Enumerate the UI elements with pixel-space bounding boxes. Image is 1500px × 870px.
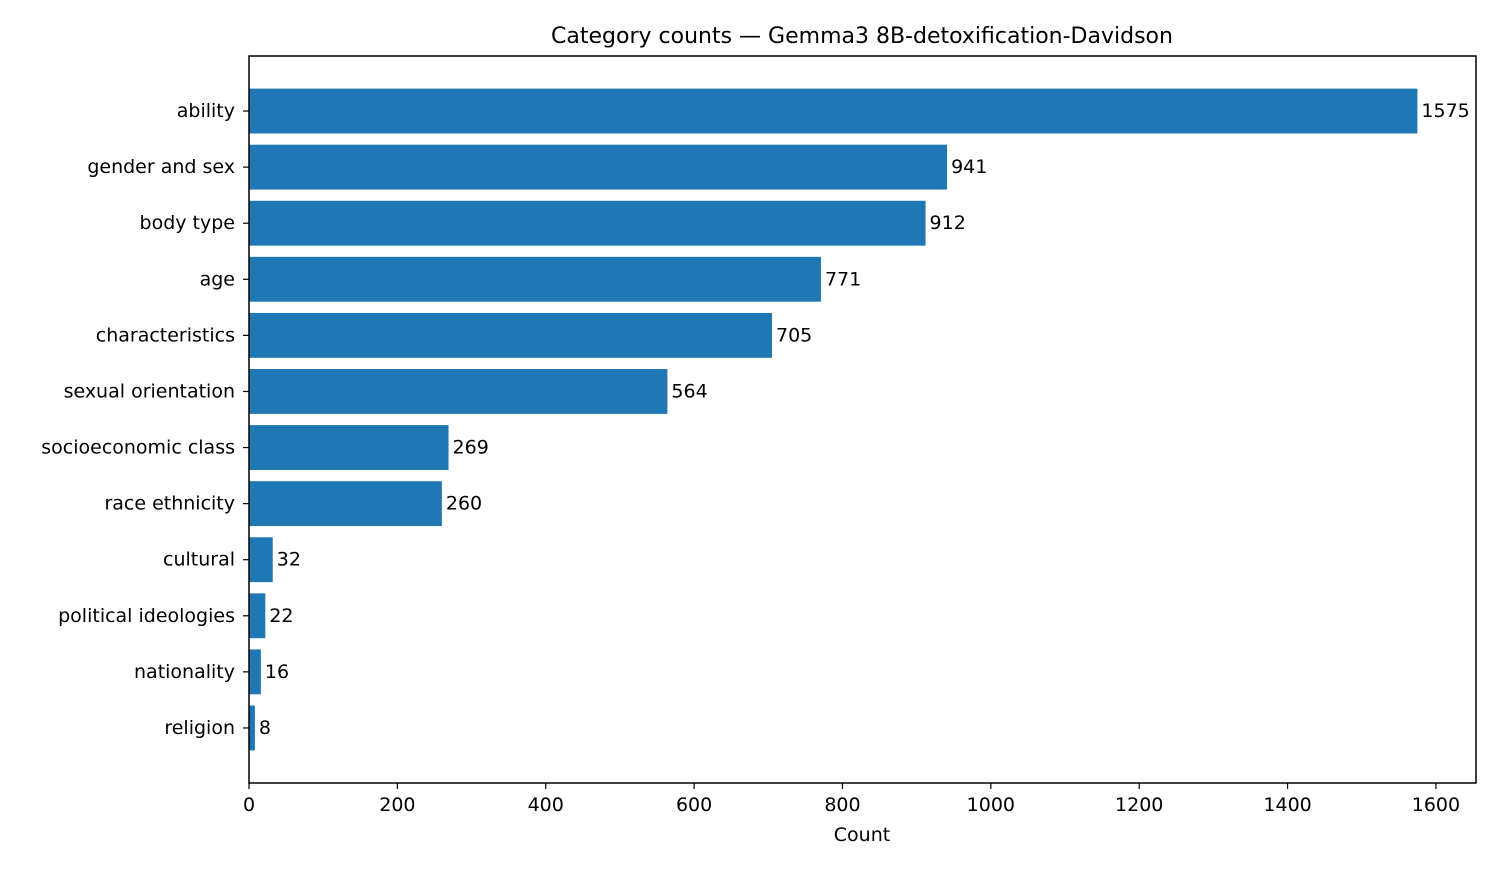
y-tick-label-political-ideologies: political ideologies xyxy=(58,605,235,627)
y-tick-label-nationality: nationality xyxy=(134,661,235,683)
data-label-gender-and-sex: 941 xyxy=(951,156,987,178)
bar-characteristics xyxy=(249,312,772,358)
x-axis-label: Count xyxy=(834,824,890,846)
data-label-political-ideologies: 22 xyxy=(269,605,293,627)
x-axis: 0 200 400 600 800 1000 1200 1400 1600 xyxy=(243,783,1460,816)
bar-political-ideologies xyxy=(249,593,266,639)
bar-sexual-orientation xyxy=(249,369,668,414)
bar-age xyxy=(249,256,821,302)
data-labels-layer: 1575 941 912 771 705 564 269 260 32 22 16 8 xyxy=(259,100,1470,739)
bar-ability xyxy=(249,88,1418,134)
y-tick-label-sexual-orientation: sexual orientation xyxy=(64,380,235,402)
y-tick-label-body-type: body type xyxy=(140,212,235,234)
plot-frame xyxy=(248,55,1477,784)
y-tick-label-cultural: cultural xyxy=(163,549,235,571)
x-tick-label-1600: 1600 xyxy=(1412,794,1460,816)
x-tick-label-1000: 1000 xyxy=(967,794,1015,816)
y-tick-label-age: age xyxy=(200,268,235,290)
x-tick-label-800: 800 xyxy=(824,794,860,816)
data-label-characteristics: 705 xyxy=(776,324,812,346)
bar-nationality xyxy=(249,649,261,695)
data-label-race-ethnicity: 260 xyxy=(446,493,482,515)
data-label-nationality: 16 xyxy=(265,661,289,683)
x-tick-label-1200: 1200 xyxy=(1115,794,1163,816)
y-tick-label-characteristics: characteristics xyxy=(96,324,235,346)
x-tick-label-1400: 1400 xyxy=(1263,794,1311,816)
bar-gender-and-sex xyxy=(249,144,948,190)
data-label-ability: 1575 xyxy=(1421,100,1469,122)
bar-cultural xyxy=(249,537,273,583)
chart-title: Category counts — Gemma3 8B-detoxificati… xyxy=(551,24,1173,49)
data-label-sexual-orientation: 564 xyxy=(671,380,707,402)
x-tick-label-200: 200 xyxy=(379,794,415,816)
bar-race-ethnicity xyxy=(249,481,442,527)
y-tick-label-gender-and-sex: gender and sex xyxy=(87,156,235,178)
x-tick-label-600: 600 xyxy=(676,794,712,816)
y-tick-label-ability: ability xyxy=(177,100,235,122)
x-tick-label-0: 0 xyxy=(243,794,255,816)
bar-socioeconomic-class xyxy=(249,425,449,470)
data-label-religion: 8 xyxy=(259,717,271,739)
data-label-age: 771 xyxy=(825,268,861,290)
data-label-cultural: 32 xyxy=(277,549,301,571)
bar-religion xyxy=(249,705,255,751)
y-tick-label-socioeconomic-class: socioeconomic class xyxy=(41,437,235,459)
y-tick-label-religion: religion xyxy=(164,717,235,739)
bars-layer xyxy=(249,88,1418,751)
bar-body-type xyxy=(249,200,926,246)
y-axis: ability gender and sex body type age charact… xyxy=(41,100,249,739)
data-label-socioeconomic-class: 269 xyxy=(453,437,489,459)
x-tick-label-400: 400 xyxy=(528,794,564,816)
y-tick-label-race-ethnicity: race ethnicity xyxy=(104,493,235,515)
data-label-body-type: 912 xyxy=(930,212,966,234)
